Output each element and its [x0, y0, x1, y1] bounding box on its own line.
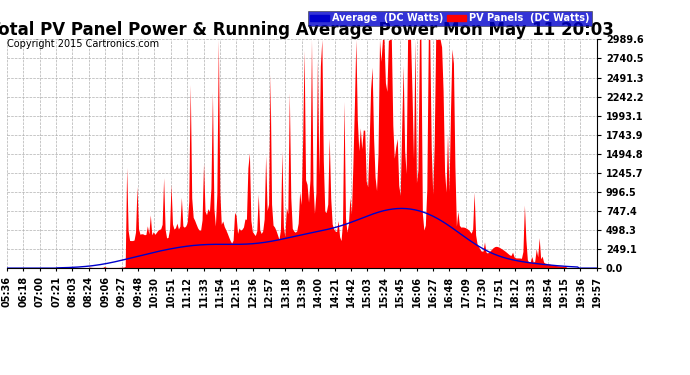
Title: Total PV Panel Power & Running Average Power Mon May 11 20:03: Total PV Panel Power & Running Average P…: [0, 21, 614, 39]
Text: Copyright 2015 Cartronics.com: Copyright 2015 Cartronics.com: [7, 39, 159, 50]
Legend: Average  (DC Watts), PV Panels  (DC Watts): Average (DC Watts), PV Panels (DC Watts): [308, 11, 592, 26]
